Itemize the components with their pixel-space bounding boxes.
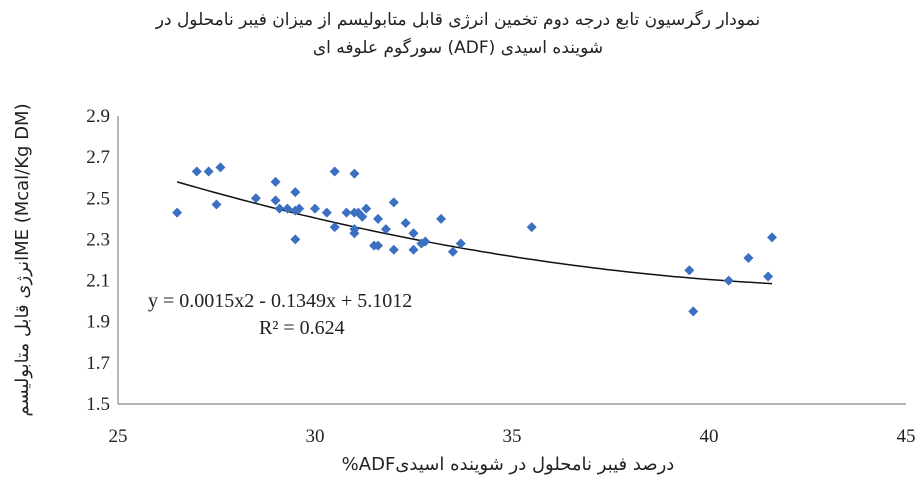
- x-tick-label: 45: [897, 426, 916, 447]
- x-tick-label: 30: [306, 426, 325, 447]
- data-point: [723, 275, 734, 286]
- y-tick-label: 1.5: [86, 394, 110, 415]
- data-point: [684, 265, 695, 276]
- data-point: [373, 213, 384, 224]
- x-axis-label: درصد فیبر نامحلول در شوینده اسیدیADF%: [342, 454, 675, 475]
- data-point: [408, 244, 419, 255]
- data-point: [329, 166, 340, 177]
- y-tick-label: 2.9: [86, 106, 110, 127]
- data-point: [349, 168, 360, 179]
- data-point: [341, 207, 352, 218]
- data-point: [455, 238, 466, 249]
- x-tick-label: 25: [109, 426, 128, 447]
- data-point: [447, 246, 458, 257]
- data-point: [526, 222, 537, 233]
- y-tick-label: 1.7: [86, 353, 110, 374]
- data-point: [357, 211, 368, 222]
- data-point: [282, 203, 293, 214]
- data-point: [436, 213, 447, 224]
- chart-title-line-2: شوینده اسیدی (ADF) سورگوم علوفه ای: [312, 38, 604, 58]
- data-point: [743, 252, 754, 263]
- data-point: [274, 203, 285, 214]
- y-tick-labels: 1.5 1.7 1.9 2.1 2.3 2.5 2.7 2.9: [86, 106, 110, 415]
- x-tick-label: 40: [700, 426, 719, 447]
- r-squared-label: R² = 0.624: [259, 317, 345, 339]
- data-point: [215, 162, 226, 173]
- data-point: [388, 244, 399, 255]
- data-point: [329, 222, 340, 233]
- chart-title-line-1: نمودار رگرسیون تابع درجه دوم تخمین انرژی…: [155, 10, 761, 30]
- chart-axes: [117, 116, 906, 405]
- y-axis-label: ME (Mcal/Kg DM)انرژی قابل متابولیسم: [12, 103, 33, 416]
- data-points: [172, 162, 778, 317]
- x-tick-labels: 25 30 35 40 45: [109, 426, 916, 447]
- y-tick-label: 2.5: [86, 188, 110, 209]
- y-tick-label: 2.7: [86, 147, 110, 168]
- data-point: [361, 203, 372, 214]
- data-point: [250, 193, 261, 204]
- data-point: [767, 232, 778, 243]
- y-tick-label: 1.9: [86, 312, 110, 333]
- data-point: [211, 199, 222, 210]
- data-point: [290, 187, 301, 198]
- data-point: [380, 224, 391, 235]
- data-point: [763, 271, 774, 282]
- data-point: [688, 306, 699, 317]
- data-point: [270, 195, 281, 206]
- y-tick-label: 2.3: [86, 229, 110, 250]
- y-tick-label: 2.1: [86, 271, 110, 292]
- x-tick-label: 35: [503, 426, 522, 447]
- data-point: [270, 176, 281, 187]
- data-point: [349, 228, 360, 239]
- data-point: [321, 207, 332, 218]
- data-point: [420, 236, 431, 247]
- data-point: [172, 207, 183, 218]
- data-point: [290, 234, 301, 245]
- data-point: [400, 217, 411, 228]
- data-point: [310, 203, 320, 214]
- data-point: [373, 240, 384, 251]
- trendline: [176, 181, 773, 285]
- data-point: [294, 203, 305, 214]
- data-point: [408, 228, 419, 239]
- data-point: [388, 197, 399, 208]
- data-point: [191, 166, 202, 177]
- data-point: [203, 166, 214, 177]
- regression-equation: y = 0.0015x2 - 0.1349x + 5.1012: [148, 290, 412, 312]
